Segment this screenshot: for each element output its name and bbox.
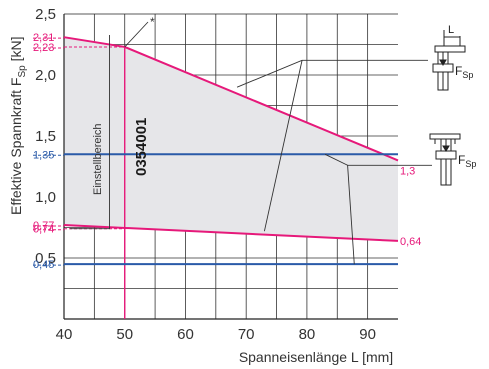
clamp-length-icon: [432, 30, 466, 91]
x-axis-label: Spanneisenlänge L [mm]: [239, 349, 393, 365]
icon2-force-label: FSp: [458, 153, 476, 169]
asterisk-leader: [124, 21, 149, 48]
y-tick-label: 1,5: [35, 128, 56, 145]
x-tick-label: 60: [177, 326, 194, 343]
x-tick-label: 80: [299, 326, 316, 343]
y-tick-label: 2,5: [35, 6, 56, 23]
y-tick-label: 1,0: [35, 189, 56, 206]
icon2-force-sub: Sp: [465, 159, 476, 169]
x-tick-labels: 40 50 60 70 80 90: [56, 326, 376, 343]
axes: [63, 13, 398, 320]
right-value-label: 1,3: [400, 165, 415, 177]
clamp-short-icon: [429, 133, 461, 186]
pointer-lines: [70, 21, 432, 265]
pointer-line: [347, 164, 432, 265]
range-bracket: [70, 34, 110, 230]
icon1-force-sub: Sp: [462, 70, 473, 80]
y-axis-label-sub: Sp: [17, 65, 28, 78]
right-value-label: 0,64: [400, 236, 421, 248]
x-tick-label: 90: [359, 326, 376, 343]
x-tick-label: 70: [238, 326, 255, 343]
pointer-line: [324, 153, 348, 166]
x-tick-label: 40: [56, 326, 73, 343]
x-tick-label: 50: [116, 326, 133, 343]
pointer-line: [236, 59, 428, 88]
left-value-labels: 2,312,231,350,770,740,45: [33, 32, 125, 271]
right-value-labels: 1,3 0,64: [400, 165, 421, 248]
pointer-line: [263, 60, 303, 232]
icon1-force-F: F: [455, 64, 462, 78]
y-tick-labels: 0,5 1,0 1,5 2,0 2,5: [35, 6, 56, 267]
y-axis-label: Effektive Spannkraft FSp [kN]: [8, 37, 28, 216]
y-tick-label: 2,0: [35, 67, 56, 84]
icon1-force-label: FSp: [455, 64, 473, 80]
y-tick-label: 0,5: [35, 250, 56, 267]
range-label: Einstellbereich: [92, 123, 104, 195]
y-axis-label-unit: [kN]: [8, 37, 24, 66]
icon-label-L: L: [448, 24, 454, 36]
asterisk-label: *: [150, 15, 155, 29]
settings-range-area: [64, 37, 398, 241]
article-number: 0354001: [133, 118, 150, 176]
y-axis-label-main: Effektive Spannkraft F: [8, 78, 24, 215]
icon2-force-F: F: [458, 153, 465, 167]
series-line-lower: [63, 224, 399, 242]
